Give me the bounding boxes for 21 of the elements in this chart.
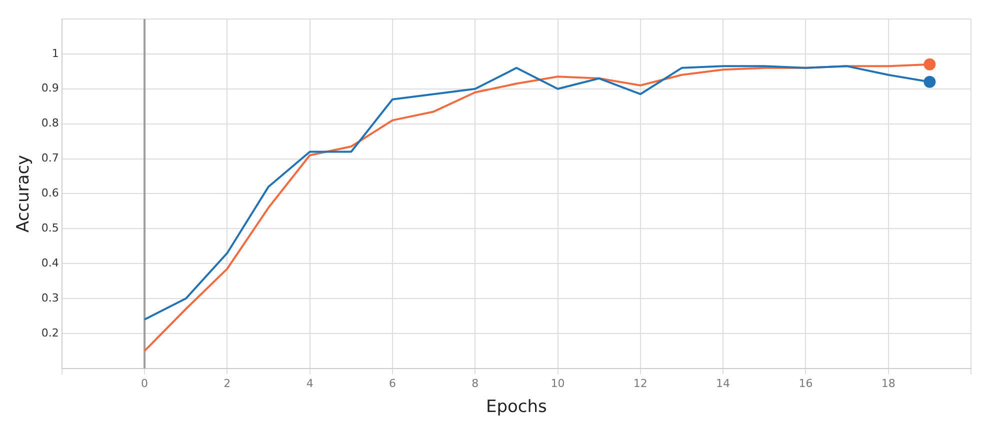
x-tick-label: 2 — [224, 376, 231, 390]
y-tick-label: 0.4 — [41, 256, 59, 270]
y-tick-label: 0.9 — [41, 82, 59, 95]
x-tick-label: 12 — [633, 376, 648, 390]
x-tick-label: 0 — [141, 376, 148, 390]
x-tick-label: 10 — [550, 376, 565, 390]
y-axis-title: Accuracy — [14, 154, 34, 233]
x-axis-title: Epochs — [486, 397, 548, 418]
y-tick-label: 0.8 — [41, 116, 59, 130]
x-tick-label: 18 — [881, 376, 896, 390]
y-tick-label: 0.5 — [41, 222, 59, 234]
x-tick-label: 16 — [798, 376, 813, 390]
x-tick-label: 4 — [306, 376, 314, 390]
y-tick-label: 0.7 — [41, 152, 59, 165]
y-tick-label: 0.3 — [41, 291, 59, 304]
y-tick-label: 0.2 — [41, 326, 59, 340]
x-tick-label: 8 — [472, 376, 479, 390]
y-tick-label: 1 — [52, 46, 59, 60]
y-tick-label: 0.6 — [41, 186, 59, 200]
x-tick-label: 6 — [388, 376, 396, 390]
x-tick-label: 14 — [716, 376, 730, 390]
